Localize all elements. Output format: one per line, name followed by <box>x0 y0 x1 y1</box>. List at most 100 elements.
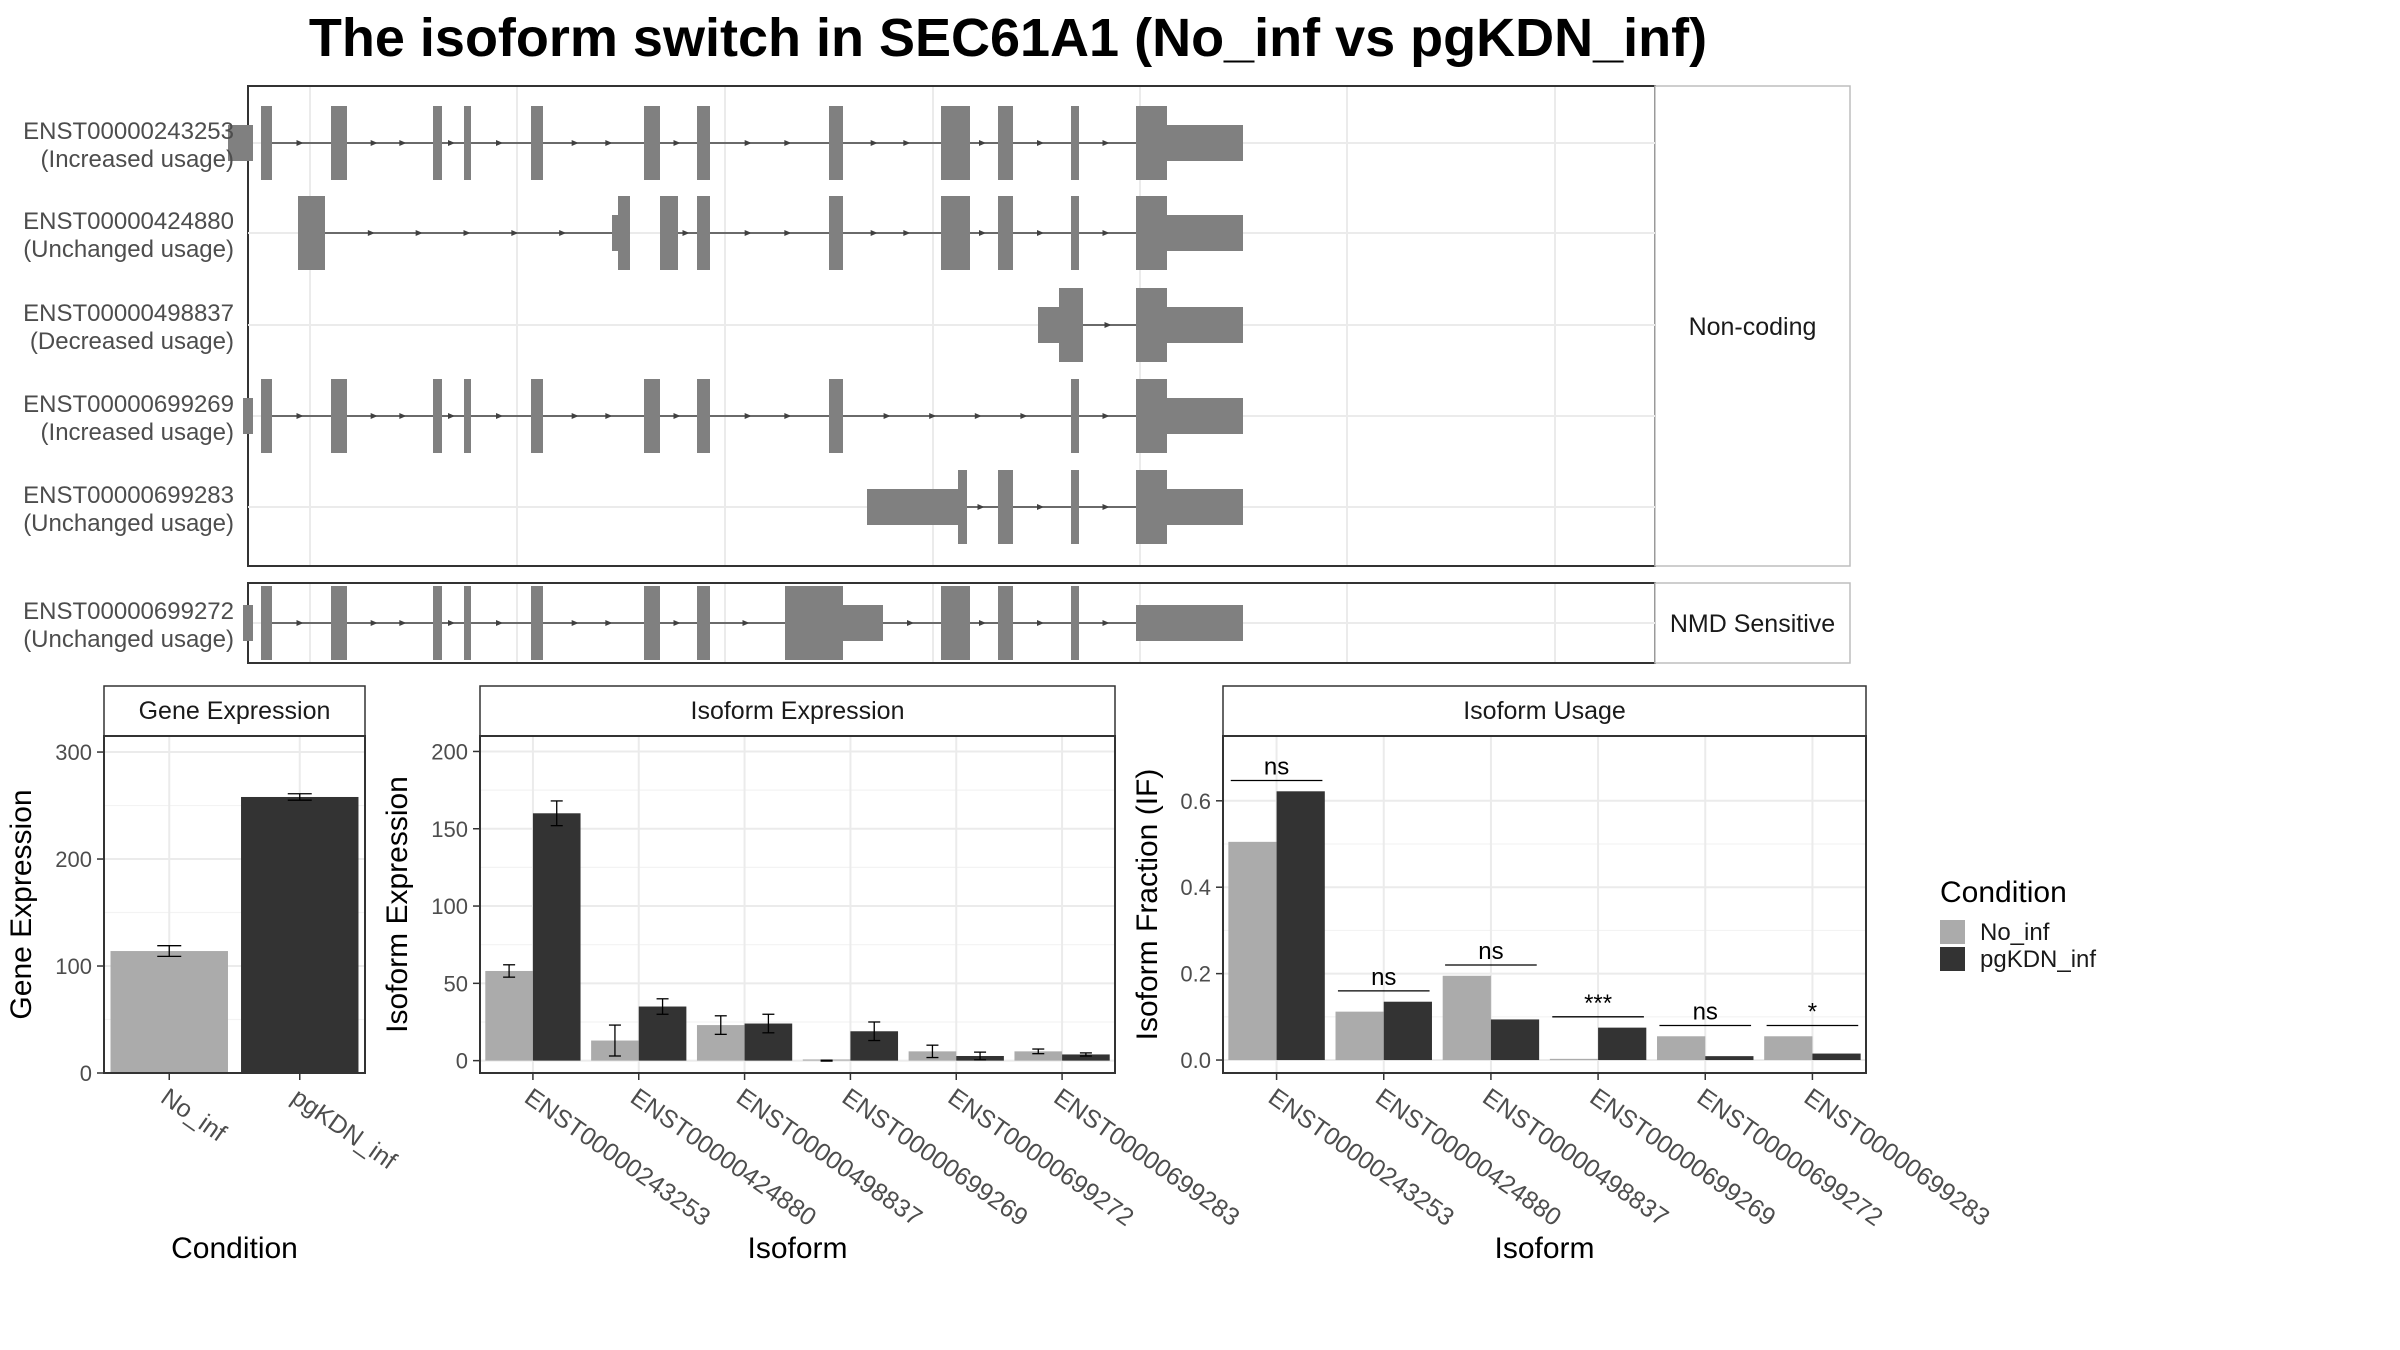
transcript-track: ENST00000498837(Decreased usage) <box>23 288 1655 362</box>
bar-No_inf <box>1335 1011 1384 1061</box>
coding-exon <box>1071 106 1079 180</box>
transcript-id-label: ENST00000424880 <box>23 208 234 235</box>
x-axis-title: Condition <box>171 1232 298 1265</box>
x-axis-title: Isoform <box>747 1232 847 1265</box>
coding-exon <box>829 196 843 270</box>
transcript-usage-label: (Unchanged usage) <box>23 626 234 653</box>
coding-exon <box>785 586 829 660</box>
coding-exon <box>1071 379 1079 453</box>
coding-exon <box>261 106 272 180</box>
intron-direction-arrow <box>784 413 792 419</box>
panel-strip-title: Isoform Expression <box>691 697 905 725</box>
x-tick-label: ENST00000699283 <box>1799 1083 1995 1232</box>
coding-exon <box>1136 106 1167 180</box>
intron-direction-arrow <box>870 140 878 146</box>
x-tick-label: ENST00000498837 <box>731 1083 927 1232</box>
coding-exon <box>998 106 1013 180</box>
intron-direction-arrow <box>870 230 878 236</box>
intron-direction-arrow <box>1037 140 1044 146</box>
bar-pgKDN_inf <box>532 813 581 1061</box>
isoform-expression-panel: Isoform Expression 0 50 100 150 200 ENST000002… <box>381 685 1245 1265</box>
intron-direction-arrow <box>977 504 985 510</box>
intron-direction-arrow <box>974 413 982 419</box>
gene-structure-facet-0: Non-coding ENST00000243253(Increased usag… <box>23 85 1851 567</box>
coding-exon <box>1136 379 1167 453</box>
y-axis-title: Isoform Fraction (IF) <box>1131 769 1164 1041</box>
transcript-usage-label: (Unchanged usage) <box>23 236 234 263</box>
y-tick-label: 0.2 <box>1180 962 1211 987</box>
bar-pgKDN_inf <box>1705 1056 1754 1061</box>
intron-direction-arrow <box>673 620 681 626</box>
coding-exon <box>331 106 347 180</box>
legend-title: Condition <box>1940 876 2067 909</box>
coding-exon <box>829 106 843 180</box>
intron-direction-arrow <box>744 230 752 236</box>
intron-direction-arrow <box>448 413 455 419</box>
coding-exon <box>1071 196 1079 270</box>
transcript-track: ENST00000243253(Increased usage) <box>23 106 1655 180</box>
bar-No_inf <box>1014 1051 1063 1061</box>
coding-exon <box>660 196 678 270</box>
coding-exon <box>261 379 272 453</box>
transcript-track: ENST00000699283(Unchanged usage) <box>23 470 1655 544</box>
intron-direction-arrow <box>744 413 752 419</box>
bar-No_inf <box>485 970 533 1061</box>
bar-No_inf <box>110 951 228 1073</box>
intron-direction-arrow <box>571 620 579 626</box>
panel-strip <box>1222 685 1867 737</box>
panel-border <box>479 735 1116 1074</box>
bar-No_inf <box>1657 1036 1706 1061</box>
intron-direction-arrow <box>496 620 503 626</box>
coding-exon <box>697 196 710 270</box>
coding-exon <box>829 586 843 660</box>
intron-direction-arrow <box>907 620 914 626</box>
transcript-usage-label: (Unchanged usage) <box>23 510 234 537</box>
coding-exon <box>697 586 710 660</box>
intron-direction-arrow <box>448 140 455 146</box>
x-tick-label: ENST00000424880 <box>1370 1083 1566 1232</box>
transcript-usage-label: (Increased usage) <box>41 146 234 173</box>
intron-direction-arrow <box>605 140 613 146</box>
coding-exon <box>998 196 1013 270</box>
bar-pgKDN_inf <box>1062 1054 1110 1061</box>
intron-direction-arrow <box>399 140 407 146</box>
transcript-id-label: ENST00000699283 <box>23 482 234 509</box>
x-tick-label: ENST00000699283 <box>1049 1083 1245 1232</box>
utr-exon <box>867 489 958 525</box>
bar-pgKDN_inf <box>1598 1027 1647 1061</box>
intron-direction-arrow <box>399 620 407 626</box>
intron-direction-arrow <box>399 413 407 419</box>
intron-direction-arrow <box>1020 413 1028 419</box>
utr-exon <box>228 125 253 161</box>
coding-exon <box>331 379 347 453</box>
intron-direction-arrow <box>903 230 911 236</box>
intron-direction-arrow <box>559 230 567 236</box>
transcript-usage-label: (Decreased usage) <box>30 328 234 355</box>
coding-exon <box>941 586 970 660</box>
facet-strip-label: NMD Sensitive <box>1670 610 1835 638</box>
utr-exon <box>1167 489 1243 525</box>
x-tick-label: ENST00000424880 <box>625 1083 821 1232</box>
transcript-id-label: ENST00000699269 <box>23 391 234 418</box>
x-tick-label: ENST00000699272 <box>943 1083 1139 1232</box>
intron-direction-arrow <box>903 140 911 146</box>
intron-direction-arrow <box>571 140 579 146</box>
legend-swatch-pgKDN_inf <box>1940 947 1965 971</box>
coding-exon <box>1136 196 1167 270</box>
coding-exon <box>958 470 967 544</box>
significance-label: * <box>1808 998 1817 1025</box>
panel-strip <box>479 685 1116 737</box>
intron-direction-arrow <box>1037 620 1044 626</box>
intron-direction-arrow <box>673 413 681 419</box>
x-tick-label: ENST00000498837 <box>1477 1083 1673 1232</box>
intron-direction-arrow <box>605 620 613 626</box>
intron-direction-arrow <box>1104 322 1112 328</box>
facet-strip-label: Non-coding <box>1689 313 1817 341</box>
coding-exon <box>464 106 471 180</box>
intron-direction-arrow <box>1102 230 1110 236</box>
significance-label: *** <box>1584 990 1612 1017</box>
intron-direction-arrow <box>496 140 503 146</box>
intron-direction-arrow <box>1102 504 1110 510</box>
intron-direction-arrow <box>784 140 792 146</box>
